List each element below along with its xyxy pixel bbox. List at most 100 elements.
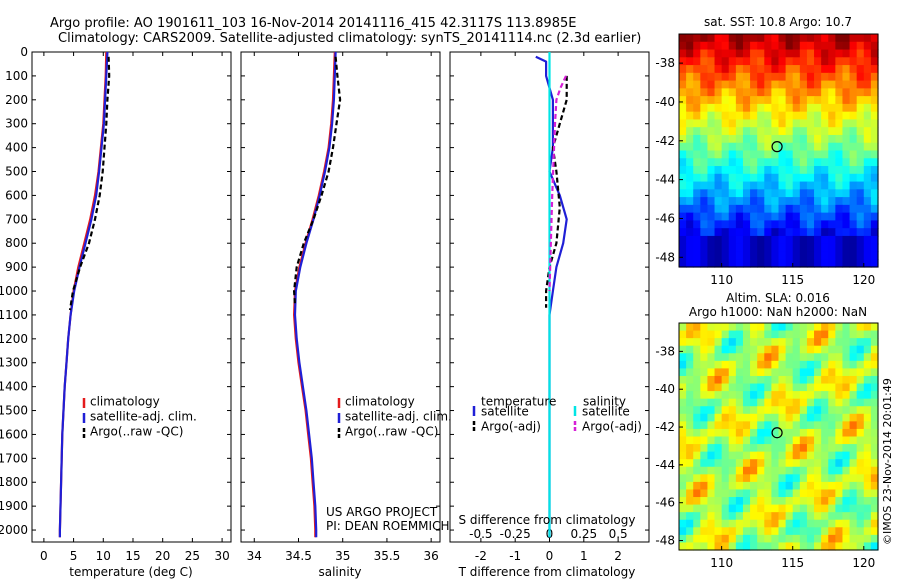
heatmap-cell <box>856 398 865 407</box>
heatmap-cell <box>863 88 872 97</box>
heatmap-cell <box>785 345 794 354</box>
heatmap-cell <box>757 119 765 128</box>
heatmap-cell <box>721 466 730 475</box>
heatmap-cell <box>750 444 758 453</box>
heatmap-cell <box>821 212 829 221</box>
depth-tick-label: 0 <box>20 45 28 59</box>
heatmap-cell <box>849 512 858 521</box>
heatmap-cell <box>799 243 808 253</box>
heatmap-cell <box>814 65 822 74</box>
lat-tick-label: -40 <box>655 95 675 109</box>
heatmap-cell <box>714 497 723 506</box>
heatmap-cell <box>728 474 737 483</box>
heatmap-cell <box>764 34 772 43</box>
heatmap-cell <box>870 323 879 332</box>
heatmap-cell <box>856 197 865 206</box>
heatmap-cell <box>828 428 836 438</box>
heatmap-cell <box>771 360 780 369</box>
heatmap-cell <box>863 80 872 89</box>
heatmap-cell <box>828 534 836 544</box>
heatmap-cell <box>778 65 787 74</box>
heatmap-cell <box>742 181 751 190</box>
heatmap-cell <box>679 96 687 105</box>
heatmap-cell <box>856 72 865 82</box>
heatmap-cell <box>771 428 780 438</box>
heatmap-cell <box>735 406 744 415</box>
heatmap-cell <box>742 243 751 253</box>
heatmap-cell <box>792 481 801 491</box>
heatmap-cell <box>679 80 687 89</box>
heatmap-cell <box>856 158 865 167</box>
heatmap-cell <box>679 111 687 121</box>
heatmap-cell <box>785 212 794 221</box>
heatmap-cell <box>686 189 694 198</box>
heatmap-cell <box>863 481 872 491</box>
heatmap-cell <box>821 527 829 536</box>
heatmap-cell <box>785 406 794 415</box>
heatmap-cell <box>792 72 801 82</box>
heatmap-cell <box>828 111 836 121</box>
heatmap-cell <box>693 451 701 460</box>
depth-tick-label: 600 <box>5 188 28 202</box>
heatmap-cell <box>814 413 822 422</box>
heatmap-cell <box>771 527 780 536</box>
heatmap-cell <box>735 119 744 128</box>
heatmap-cell <box>764 345 772 354</box>
heatmap-cell <box>693 512 701 521</box>
heatmap-cell <box>821 72 829 82</box>
heatmap-cell <box>742 111 751 121</box>
heatmap-cell <box>742 150 751 159</box>
heatmap-cell <box>700 360 709 369</box>
heatmap-cell <box>714 103 723 113</box>
heatmap-cell <box>814 88 822 97</box>
heatmap-cell <box>679 150 687 159</box>
heatmap-cell <box>721 49 730 58</box>
heatmap-cell <box>714 474 723 483</box>
heatmap-cell <box>842 497 851 506</box>
heatmap-cell <box>714 228 723 237</box>
legend-label-satellite: satellite-adj. clim. <box>90 410 197 424</box>
heatmap-cell <box>679 413 687 422</box>
heatmap-cell <box>700 72 709 82</box>
heatmap-cell <box>757 323 765 332</box>
heatmap-cell <box>757 166 765 175</box>
heatmap-cell <box>735 72 744 82</box>
heatmap-cell <box>750 158 758 167</box>
heatmap-cell <box>828 204 836 214</box>
heatmap-cell <box>750 80 758 89</box>
heatmap-cell <box>828 519 836 528</box>
heatmap-cell <box>764 368 772 377</box>
heatmap-cell <box>799 383 808 392</box>
heatmap-cell <box>806 34 815 43</box>
heatmap-cell <box>821 189 829 198</box>
heatmap-cell <box>842 72 851 82</box>
heatmap-cell <box>757 173 765 183</box>
heatmap-cell <box>735 88 744 97</box>
series-line-satellite-adj-clim- <box>58 51 109 538</box>
heatmap-cell <box>828 391 836 400</box>
heatmap-cell <box>828 353 836 362</box>
heatmap-cell <box>771 542 780 551</box>
heatmap-cell <box>863 338 872 347</box>
heatmap-cell <box>814 103 822 113</box>
heatmap-cell <box>870 181 879 190</box>
heatmap-cell <box>785 489 794 498</box>
heatmap-cell <box>764 330 772 339</box>
heatmap-cell <box>821 444 829 453</box>
heatmap-cell <box>700 204 709 214</box>
heatmap-cell <box>707 413 716 422</box>
heatmap-cell <box>835 57 844 66</box>
heatmap-cell <box>835 204 844 214</box>
heatmap-cell <box>835 41 844 51</box>
heatmap-cell <box>679 466 687 475</box>
heatmap-cell <box>792 421 801 430</box>
heatmap-cell <box>828 451 836 460</box>
heatmap-cell <box>750 519 758 528</box>
heatmap-cell <box>707 504 716 513</box>
heatmap-cell <box>856 345 865 354</box>
heatmap-cell <box>835 444 844 453</box>
heatmap-cell <box>792 166 801 175</box>
heatmap-cell <box>686 421 694 430</box>
heatmap-cell <box>721 173 730 183</box>
heatmap-cell <box>785 383 794 392</box>
